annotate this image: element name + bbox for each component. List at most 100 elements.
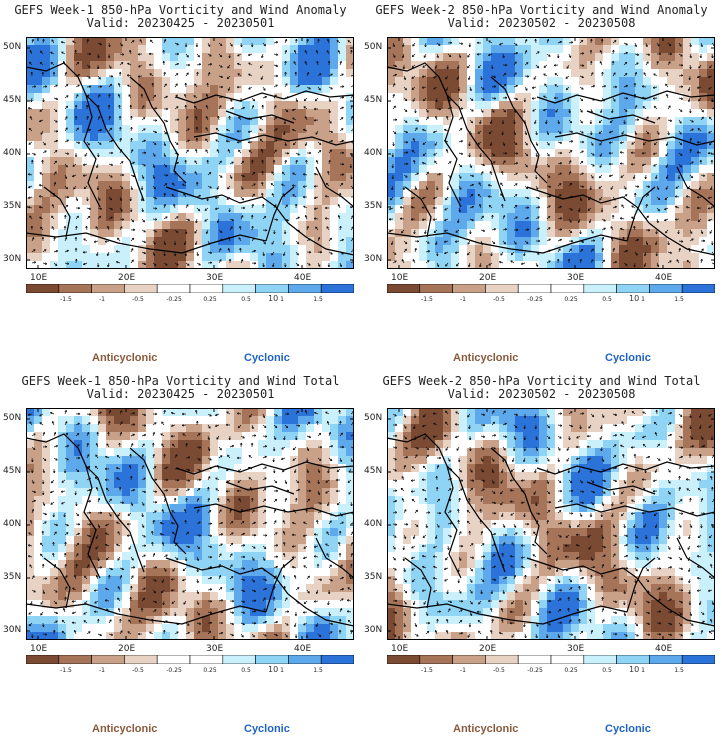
- colorbar-swatch: [58, 655, 92, 664]
- colorbar-swatches: [387, 655, 715, 664]
- colorbar-swatches: [26, 655, 354, 664]
- longitude-label: 40E: [294, 273, 312, 283]
- latitude-label: 40N: [364, 519, 383, 529]
- colorbar-swatch: [550, 284, 585, 293]
- longitude-label: 20E: [118, 644, 136, 654]
- anticyclonic-label: Anticyclonic: [92, 352, 158, 364]
- panel-title-line: GEFS Week-1 850-hPa Vorticity and Wind A…: [14, 3, 347, 17]
- colorbar-tick-label: 0.5: [602, 296, 612, 303]
- longitude-label: 10E: [391, 644, 409, 654]
- vorticity-shading: [26, 37, 354, 269]
- cyclonic-label: Cyclonic: [605, 723, 651, 735]
- latitude-label: 45N: [364, 95, 383, 105]
- longitude-label: 30E: [567, 273, 585, 283]
- panel-title-line: GEFS Week-2 850-hPa Vorticity and Wind T…: [382, 374, 701, 388]
- colorbar-tick-label: 0.5: [602, 667, 612, 674]
- colorbar-tick-label: -1: [99, 667, 105, 674]
- wind-vectors: [388, 38, 715, 268]
- map-panel: GEFS Week-2 850-hPa Vorticity and Wind T…: [361, 371, 722, 742]
- colorbar-extra-label: 10: [629, 294, 640, 303]
- colorbar: [26, 284, 354, 293]
- colorbar-tick-label: 1: [641, 667, 645, 674]
- colorbar-swatch: [616, 284, 650, 293]
- valid-date-line: Valid: 20230425 - 20230501: [86, 387, 275, 401]
- colorbar: [387, 655, 715, 664]
- colorbar-swatch: [583, 655, 617, 664]
- colorbar-tick-label: 1: [641, 296, 645, 303]
- colorbar-tick-label: 1: [280, 296, 284, 303]
- colorbar-swatch: [26, 655, 60, 664]
- colorbar-swatch: [26, 284, 60, 293]
- vorticity-map: [387, 408, 715, 640]
- map-panel: GEFS Week-1 850-hPa Vorticity and Wind A…: [0, 0, 361, 371]
- panel-title: GEFS Week-1 850-hPa Vorticity and Wind T…: [0, 375, 361, 401]
- map-canvas: [26, 408, 354, 640]
- colorbar-swatch: [288, 284, 322, 293]
- vorticity-map: [26, 408, 354, 640]
- vorticity-map: [387, 37, 715, 269]
- latitude-label: 30N: [3, 254, 22, 264]
- colorbar-tick-label: -0.5: [493, 296, 505, 303]
- colorbar-tick-label: -1: [460, 296, 466, 303]
- colorbar-swatch: [485, 284, 519, 293]
- colorbar-ticks: -1.5 -1 -0.5 -0.25 0.25 0.5 1 1.5: [26, 296, 354, 306]
- vorticity-shading: [387, 408, 715, 640]
- colorbar-swatch: [189, 284, 224, 293]
- colorbar-swatch: [583, 284, 617, 293]
- colorbar-swatch: [222, 284, 256, 293]
- colorbar-swatch: [517, 284, 552, 293]
- latitude-label: 50N: [364, 42, 383, 52]
- colorbar-swatches: [26, 284, 354, 293]
- latitude-label: 30N: [364, 625, 383, 635]
- colorbar-tick-label: 1.5: [313, 667, 323, 674]
- wind-vectors: [27, 38, 354, 268]
- colorbar-swatch: [222, 655, 256, 664]
- colorbar-swatch: [156, 655, 191, 664]
- colorbar-swatch: [681, 655, 715, 664]
- latitude-label: 45N: [3, 95, 22, 105]
- colorbar-tick-label: 0.5: [241, 296, 251, 303]
- latitude-label: 40N: [3, 519, 22, 529]
- colorbar-tick-label: 1.5: [674, 667, 684, 674]
- colorbar-tick-label: 1.5: [313, 296, 323, 303]
- wind-vectors: [392, 409, 715, 639]
- coastlines: [26, 62, 354, 256]
- cyclonic-label: Cyclonic: [605, 352, 651, 364]
- longitude-label: 10E: [30, 644, 48, 654]
- map-canvas: [387, 37, 715, 269]
- colorbar-swatch: [124, 655, 158, 664]
- colorbar-swatch: [255, 284, 289, 293]
- colorbar-swatches: [387, 284, 715, 293]
- colorbar-swatch: [452, 655, 486, 664]
- anticyclonic-label: Anticyclonic: [92, 723, 158, 735]
- colorbar-swatch: [255, 655, 289, 664]
- latitude-label: 35N: [364, 201, 383, 211]
- latitude-label: 50N: [3, 42, 22, 52]
- vorticity-map: [26, 37, 354, 269]
- latitude-label: 40N: [3, 148, 22, 158]
- latitude-label: 35N: [3, 572, 22, 582]
- colorbar-tick-label: -0.25: [166, 667, 182, 674]
- colorbar-tick-label: 0.25: [564, 296, 578, 303]
- longitude-label: 20E: [118, 273, 136, 283]
- colorbar-ticks: -1.5 -1 -0.5 -0.25 0.25 0.5 1 1.5: [387, 296, 715, 306]
- colorbar-swatch: [419, 655, 453, 664]
- colorbar-swatch: [681, 284, 715, 293]
- latitude-label: 35N: [364, 572, 383, 582]
- colorbar-tick-label: -0.5: [132, 296, 144, 303]
- latitude-label: 45N: [364, 466, 383, 476]
- colorbar-swatch: [419, 284, 453, 293]
- longitude-label: 40E: [655, 273, 673, 283]
- colorbar-swatch: [616, 655, 650, 664]
- longitude-label: 30E: [206, 644, 224, 654]
- longitude-label: 20E: [479, 644, 497, 654]
- colorbar-tick-label: 0.25: [203, 296, 217, 303]
- coastlines: [26, 433, 354, 627]
- panel-title: GEFS Week-2 850-hPa Vorticity and Wind A…: [361, 4, 722, 30]
- colorbar-swatch: [91, 655, 125, 664]
- latitude-label: 30N: [3, 625, 22, 635]
- colorbar-tick-label: -0.5: [132, 667, 144, 674]
- colorbar-swatch: [320, 655, 354, 664]
- colorbar-tick-label: -1: [99, 296, 105, 303]
- colorbar-tick-label: -0.25: [527, 296, 543, 303]
